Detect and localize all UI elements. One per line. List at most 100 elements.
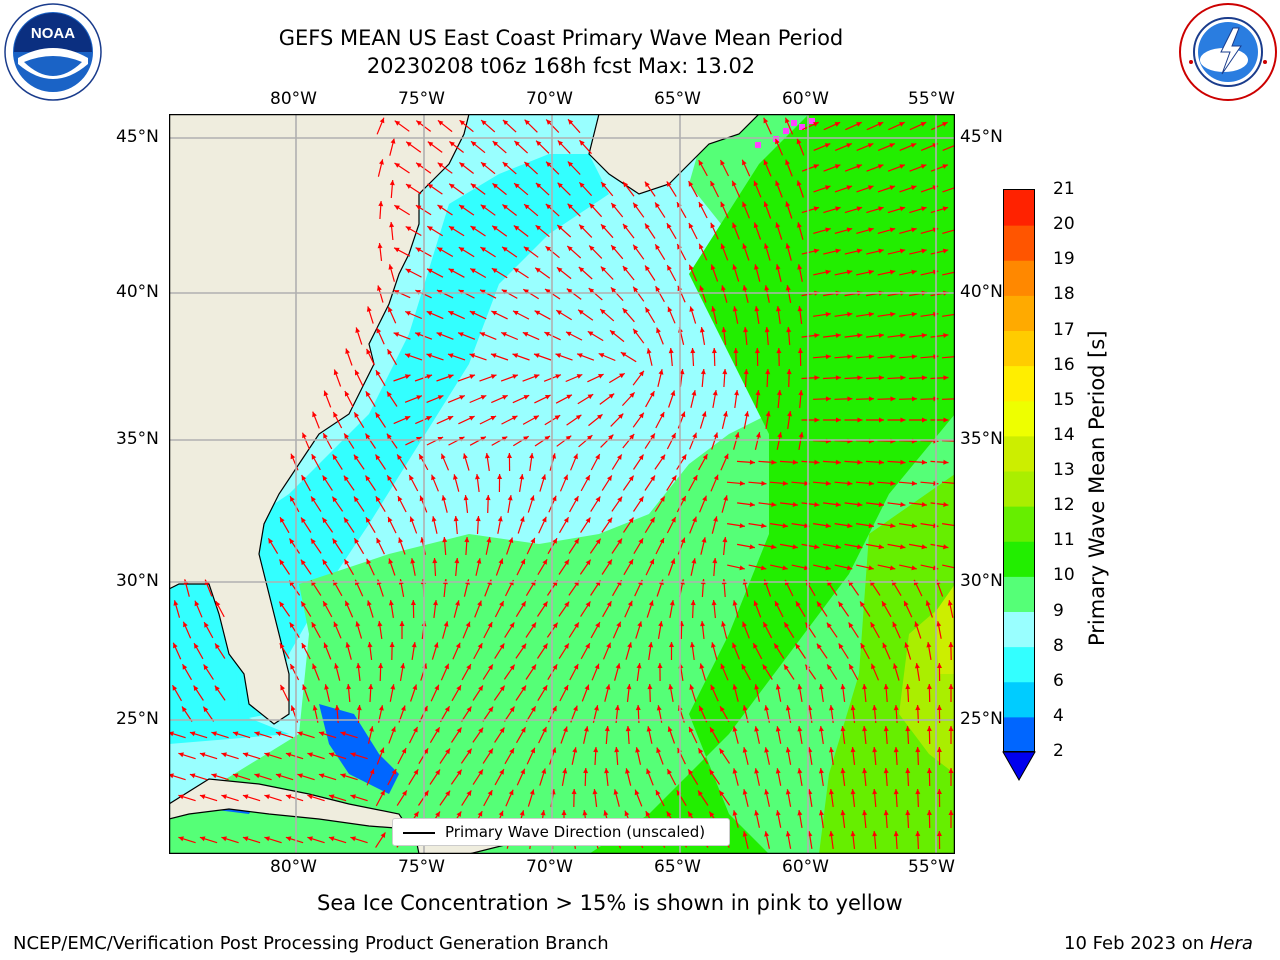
wave-arrow-head — [289, 622, 295, 628]
wave-arrow-head — [872, 831, 878, 837]
wave-arrow-head — [627, 600, 633, 607]
lon-label-top-55w: 55°W — [908, 89, 955, 109]
wave-arrow-head — [878, 544, 884, 550]
colorbar-segment — [1004, 260, 1034, 296]
wave-arrow-head — [848, 622, 854, 628]
wave-arrow-head — [825, 311, 831, 317]
wave-arrow-head — [690, 600, 696, 606]
wave-arrow-head — [535, 182, 542, 189]
wave-arrow-head — [868, 185, 874, 191]
wave-arrow-head — [825, 565, 831, 571]
wave-arrow-head — [595, 538, 601, 545]
wave-arrow-head — [445, 748, 450, 755]
wave-arrow-head — [771, 502, 777, 507]
wave-arrow-head — [868, 565, 874, 571]
wave-arrow-head — [905, 768, 911, 774]
wave-arrow-head — [900, 417, 906, 423]
wave-arrow-head — [702, 454, 708, 460]
wave-arrow-head — [846, 185, 852, 191]
wave-arrow-head — [279, 601, 285, 608]
wave-arrow-head — [437, 395, 444, 400]
wave-arrow-head — [818, 768, 824, 774]
wave-arrow-head — [920, 122, 927, 127]
wave-arrow-head — [719, 790, 725, 797]
wave-arrow-head — [785, 243, 791, 249]
wave-arrow-head — [622, 266, 628, 272]
wave-arrow-head — [444, 706, 450, 712]
wave-arrow-head — [689, 306, 695, 312]
wave-arrow-head — [350, 794, 356, 800]
wave-arrow-head — [513, 225, 520, 231]
wave-arrow-head — [444, 663, 449, 670]
wave-arrow-head — [892, 621, 898, 628]
wave-arrow-head — [534, 353, 540, 358]
wave-arrow-head — [501, 289, 508, 295]
wave-arrow-head — [835, 544, 841, 550]
wave-arrow-head — [275, 731, 282, 737]
wave-arrow-head — [423, 790, 429, 797]
wave-arrow-head — [680, 411, 686, 418]
wave-arrow-head — [593, 747, 599, 753]
wave-arrow-head — [433, 642, 439, 648]
wave-arrow-head — [531, 664, 536, 671]
wave-arrow-head — [333, 369, 339, 376]
wave-arrow-head — [387, 391, 392, 398]
wave-arrow-head — [711, 348, 717, 354]
wave-arrow-head — [669, 642, 674, 647]
wave-arrow-head — [732, 180, 737, 187]
wave-arrow-head — [775, 222, 781, 228]
wave-arrow-head — [511, 415, 518, 421]
wave-arrow-head — [585, 475, 590, 481]
wave-arrow-head — [608, 434, 614, 440]
wave-arrow-head — [797, 768, 803, 774]
lon-label-top-65w: 65°W — [654, 89, 701, 109]
wave-arrow-head — [323, 433, 328, 439]
wave-arrow-head — [492, 141, 499, 147]
wave-arrow-head — [889, 227, 896, 233]
wave-arrow — [942, 523, 955, 527]
wave-arrow-head — [194, 600, 200, 607]
wave-arrow-head — [636, 663, 642, 669]
wave-arrow-head — [754, 264, 759, 270]
wave-arrow-head — [890, 396, 896, 402]
wave-arrow-head — [720, 201, 726, 208]
wave-arrow-head — [545, 246, 551, 252]
wave-arrow-head — [834, 164, 841, 169]
colorbar-segment — [1004, 330, 1034, 367]
wave-arrow-head — [529, 789, 535, 795]
wave-arrow-head — [628, 517, 634, 524]
wave-arrow-head — [431, 516, 437, 522]
wave-arrow-head — [904, 642, 910, 648]
colorbar-segment — [1004, 611, 1034, 648]
wave-arrow-head — [502, 119, 509, 126]
wave-arrow-head — [464, 537, 470, 543]
wave-arrow-head — [877, 122, 884, 127]
wave-arrow-head — [624, 810, 630, 817]
wave-arrow-head — [502, 204, 508, 210]
wave-arrow-head — [921, 206, 927, 212]
wave-arrow-head — [394, 120, 401, 126]
noaa-logo-text: NOAA — [31, 25, 75, 42]
wave-arrow-head — [921, 502, 927, 507]
lon-label-bottom-80w: 80°W — [270, 857, 317, 877]
wave-arrow-head — [872, 789, 878, 795]
wave-arrow-head — [279, 643, 285, 649]
colorbar-segments — [1004, 190, 1034, 753]
wave-arrow-head — [814, 417, 820, 423]
wave-arrow-head — [301, 517, 306, 523]
wave-arrow-head — [649, 517, 655, 523]
wave-arrow-head — [519, 810, 525, 816]
colorbar-segment — [1004, 576, 1034, 612]
wave-arrow-head — [533, 374, 540, 379]
wave-arrow-head — [921, 333, 927, 338]
wave-arrow-head — [302, 684, 307, 691]
wave-arrow-head — [604, 768, 610, 774]
wave-arrow-head — [456, 727, 462, 733]
wave-arrow-head — [846, 143, 852, 148]
wave-arrow-head — [775, 684, 781, 690]
noaa-logo: NOAA — [4, 3, 102, 101]
wave-arrow-head — [825, 396, 831, 402]
wave-arrow-head — [872, 705, 878, 711]
wave-arrow-head — [463, 453, 468, 459]
wave-arrow-head — [742, 285, 748, 291]
